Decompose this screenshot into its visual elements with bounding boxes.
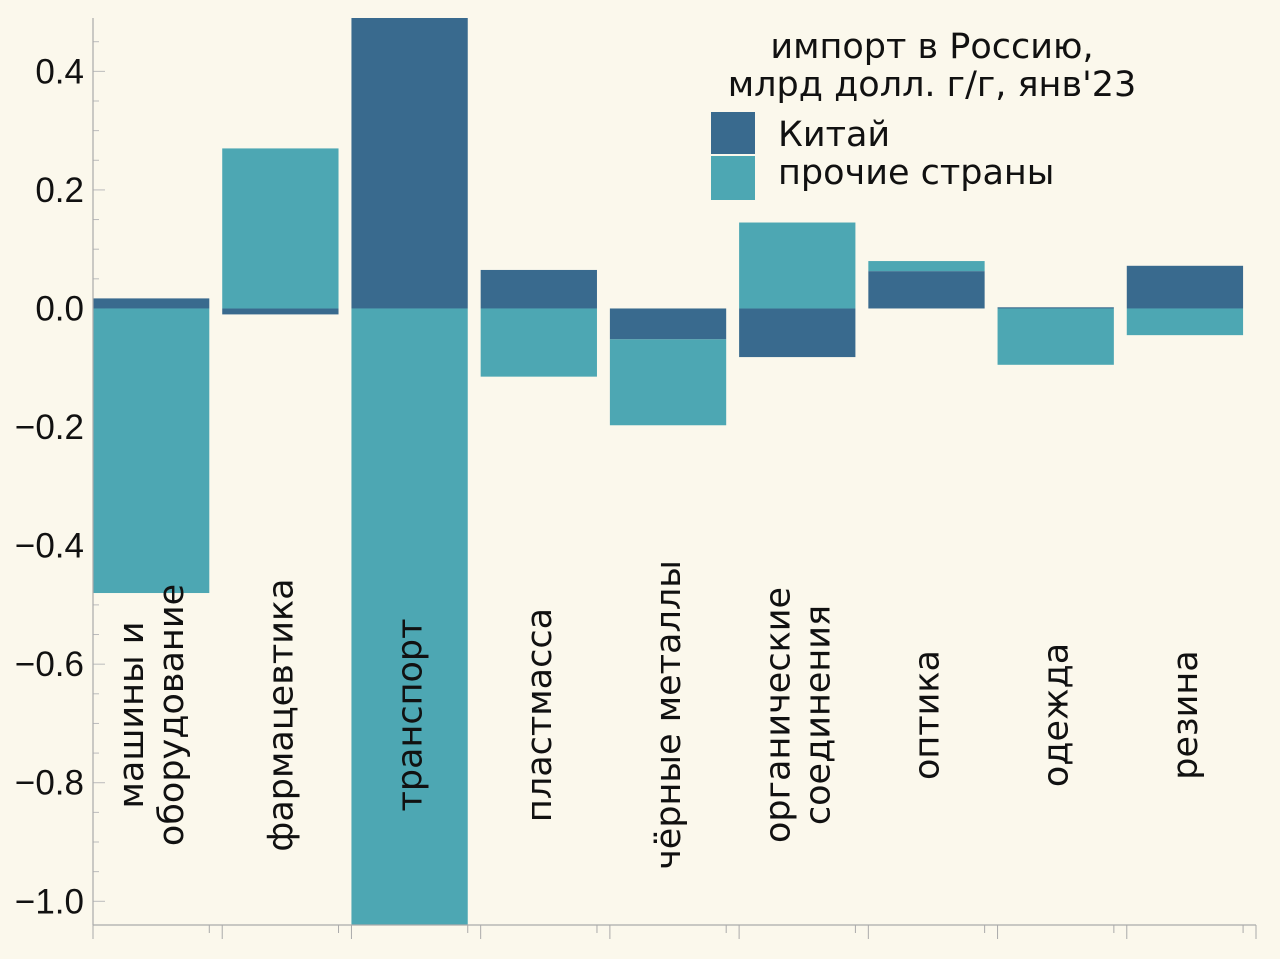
y-tick-label: 0.4 (35, 52, 84, 91)
category-label-group: резина (1166, 650, 1206, 779)
bar-other-8 (1126, 308, 1244, 336)
y-tick-label: −1.0 (15, 882, 84, 921)
category-label: фармацевтика (261, 578, 301, 851)
category-label: транспорт (391, 618, 431, 811)
category-label-group: фармацевтика (261, 578, 301, 851)
category-label: чёрные металлы (649, 560, 689, 870)
chart-title: импорт в Россию, (770, 27, 1093, 67)
category-label: резина (1166, 650, 1206, 779)
category-label: одежда (1037, 643, 1077, 787)
y-tick-label: 0.2 (35, 171, 84, 210)
category-label-group: чёрные металлы (649, 560, 689, 870)
bar-other-7 (997, 308, 1114, 365)
bar-other-5 (739, 222, 856, 309)
bar-china-8 (1126, 265, 1244, 309)
chart-subtitle: млрд долл. г/г, янв'23 (728, 65, 1136, 105)
y-tick-label: −0.2 (15, 408, 84, 447)
bar-other-0 (93, 308, 210, 594)
bar-china-5 (739, 308, 856, 358)
legend: импорт в Россию, млрд долл. г/г, янв'23 … (711, 27, 1136, 200)
bar-other-4 (609, 339, 727, 426)
category-label-group: органические соединения (758, 587, 838, 843)
bar-other-2 (351, 308, 468, 925)
y-tick-label: 0.0 (35, 289, 84, 328)
category-label: оптика (907, 650, 947, 780)
bar-other-3 (480, 308, 597, 377)
category-label: соединения (798, 605, 838, 825)
bar-china-7 (997, 307, 1114, 309)
y-tick-labels: 0.4 0.2 0.0 −0.2 −0.4 −0.6 −0.8 −1.0 (15, 52, 84, 921)
bar-china-4 (609, 308, 727, 340)
axes (92, 18, 1257, 939)
bar-china-3 (480, 269, 597, 309)
category-label: органические (758, 587, 798, 843)
legend-swatch-china (711, 112, 755, 154)
y-tick-label: −0.4 (15, 527, 84, 566)
bars (93, 18, 1244, 925)
category-label: пластмасса (520, 608, 560, 822)
category-label-group: пластмасса (520, 608, 560, 822)
category-labels: машины и оборудование фармацевтика транспор… (112, 560, 1206, 870)
bar-china-1 (222, 308, 339, 315)
category-label-group: одежда (1037, 643, 1077, 787)
y-tick-label: −0.6 (15, 645, 84, 684)
category-label-group: транспорт (391, 618, 431, 811)
bar-other-6 (868, 261, 985, 272)
bar-china-6 (868, 271, 985, 309)
category-label-group: оптика (907, 650, 947, 780)
bar-other-1 (222, 148, 339, 309)
bar-china-0 (93, 298, 210, 309)
bar-china-2 (351, 18, 468, 309)
legend-label-china: Китай (778, 115, 890, 155)
category-label-group: машины и оборудование (112, 584, 192, 846)
category-label: машины и (112, 621, 152, 808)
legend-label-other: прочие страны (778, 153, 1054, 193)
category-label: оборудование (152, 584, 192, 846)
legend-swatch-other (711, 156, 755, 200)
y-tick-label: −0.8 (15, 764, 84, 803)
